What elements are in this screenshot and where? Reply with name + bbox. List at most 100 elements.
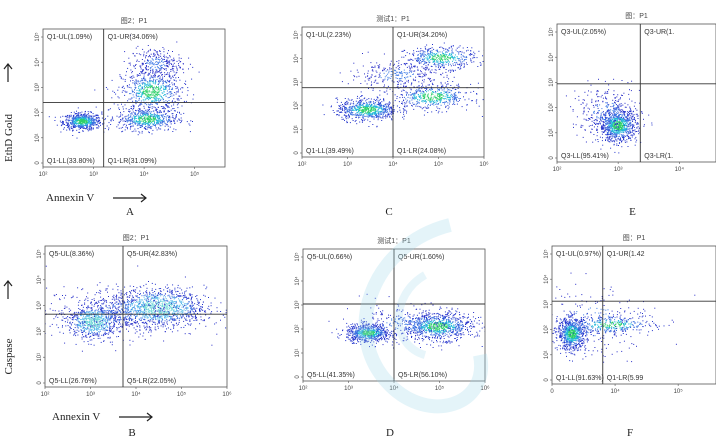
event-dot — [142, 82, 144, 84]
event-dot — [154, 90, 156, 92]
event-dot — [122, 90, 124, 92]
event-dot — [164, 75, 165, 77]
event-dot — [361, 95, 362, 97]
event-dot — [153, 90, 155, 92]
event-dot — [135, 93, 137, 95]
event-dot — [150, 121, 152, 122]
event-dot — [118, 127, 120, 129]
event-dot — [626, 120, 628, 122]
event-dot — [455, 97, 457, 98]
event-dot — [150, 115, 152, 116]
event-dot — [386, 73, 388, 75]
event-dot — [158, 81, 160, 83]
event-dot — [360, 114, 362, 116]
event-dot — [380, 110, 382, 112]
event-dot — [371, 108, 373, 110]
event-dot — [438, 57, 440, 59]
event-dot — [74, 113, 76, 114]
event-dot — [165, 113, 167, 115]
event-dot — [421, 82, 423, 84]
event-dot — [383, 110, 385, 112]
event-dot — [155, 125, 156, 127]
event-dot — [355, 100, 357, 102]
event-dot — [458, 91, 460, 93]
event-dot — [107, 115, 109, 117]
event-dot — [615, 139, 617, 141]
event-dot — [143, 118, 145, 120]
event-dot — [135, 113, 137, 115]
event-dot — [612, 116, 614, 118]
quadrant-label-ul: Q1-UL(2.23%) — [306, 32, 351, 39]
event-dot — [629, 132, 631, 134]
event-dot — [156, 120, 158, 122]
event-dot — [122, 118, 124, 120]
event-dot — [150, 103, 152, 105]
event-dot — [95, 121, 97, 123]
event-dot — [383, 99, 384, 101]
event-dot — [417, 68, 419, 70]
event-dot — [158, 88, 160, 90]
event-dot — [415, 76, 417, 78]
event-dot — [470, 59, 472, 61]
event-dot — [424, 61, 425, 63]
event-dot — [146, 96, 148, 98]
event-dot — [135, 110, 137, 112]
event-dot — [139, 119, 141, 121]
event-dot — [70, 123, 72, 125]
event-dot — [408, 72, 410, 74]
event-dot — [66, 123, 68, 125]
event-dot — [128, 114, 130, 116]
event-dot — [168, 86, 170, 88]
event-dot — [138, 97, 140, 99]
event-dot — [422, 50, 424, 52]
event-dot — [142, 69, 143, 71]
event-dot — [608, 104, 610, 106]
event-dot — [396, 96, 398, 97]
event-dot — [470, 54, 472, 55]
event-dot — [77, 107, 79, 109]
event-dot — [173, 60, 175, 62]
event-dot — [616, 133, 618, 135]
event-dot — [370, 115, 371, 117]
event-dot — [147, 123, 148, 125]
event-dot — [400, 111, 402, 113]
event-dot — [125, 119, 127, 121]
event-dot — [160, 85, 162, 87]
event-dot — [419, 76, 421, 78]
event-dot — [158, 67, 160, 69]
event-dot — [157, 117, 159, 118]
event-dot — [433, 58, 435, 60]
event-dot — [151, 114, 153, 116]
event-dot — [126, 71, 127, 73]
event-dot — [159, 78, 161, 80]
event-dot — [82, 123, 84, 125]
event-dot — [336, 114, 338, 116]
event-dot — [76, 137, 78, 139]
event-dot — [149, 48, 151, 50]
event-dot — [150, 126, 152, 128]
event-dot — [431, 88, 432, 90]
event-dot — [159, 118, 160, 120]
event-dot — [453, 59, 455, 61]
event-dot — [619, 142, 621, 144]
event-dot — [406, 94, 407, 96]
event-dot — [149, 117, 151, 119]
event-dot — [360, 99, 362, 101]
event-dot — [145, 90, 146, 92]
event-dot — [618, 109, 620, 111]
event-dot — [173, 119, 175, 121]
event-dot — [111, 97, 113, 99]
event-dot — [139, 65, 141, 67]
event-dot — [609, 118, 611, 120]
event-dot — [171, 88, 173, 90]
event-dot — [383, 69, 385, 71]
event-dot — [427, 52, 429, 54]
event-dot — [94, 89, 96, 91]
event-dot — [355, 115, 357, 117]
event-dot — [175, 77, 177, 79]
event-dot — [419, 95, 421, 97]
event-dot — [432, 99, 433, 101]
event-dot — [383, 116, 385, 117]
event-dot — [601, 127, 603, 129]
event-dot — [376, 98, 378, 100]
